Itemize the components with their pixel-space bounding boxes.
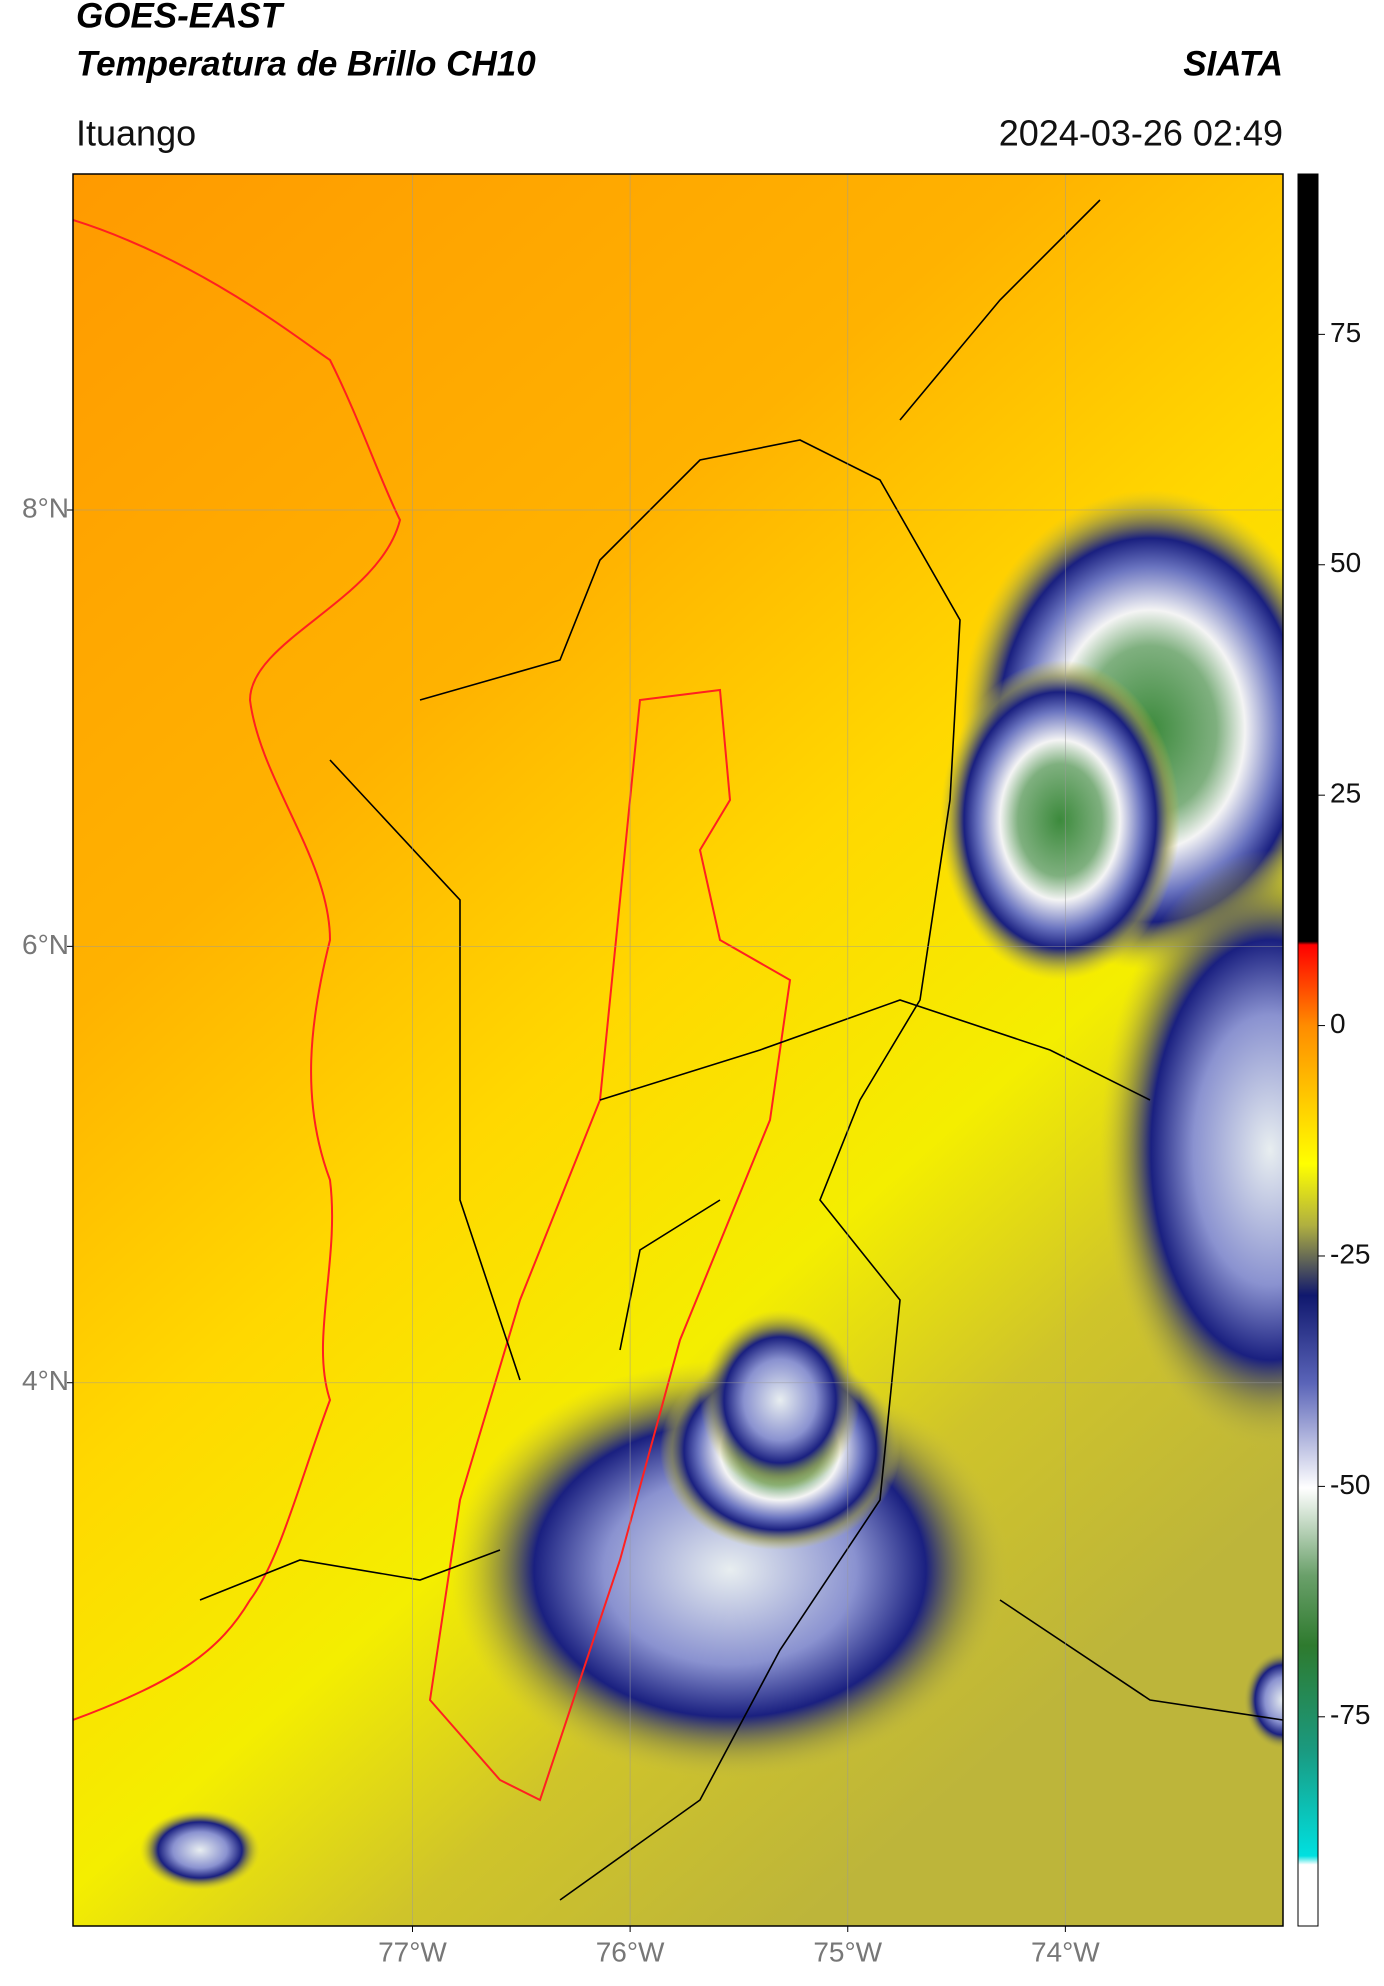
datetime: 2024-03-26 02:49: [999, 113, 1283, 154]
location: Ituango: [76, 113, 196, 154]
product: Temperatura de Brillo CH10: [76, 44, 536, 83]
colorbar-tick-label: -75: [1330, 1699, 1370, 1730]
lat-tick-label: 6°N: [22, 929, 69, 960]
institution: SIATA: [1183, 44, 1283, 83]
lat-tick-label: 8°N: [22, 492, 69, 523]
lon-tick-label: 76°W: [596, 1936, 665, 1967]
colorbar-tick-label: 25: [1330, 778, 1361, 809]
colorbar-tick-label: 75: [1330, 317, 1361, 348]
lat-tick-label: 4°N: [22, 1365, 69, 1396]
colorbar-tick-label: 50: [1330, 547, 1361, 578]
map-image: [73, 174, 1283, 1926]
map-frame: [72, 173, 1284, 1927]
colorbar-tick-label: -50: [1330, 1469, 1370, 1500]
lon-tick-label: 74°W: [1031, 1936, 1100, 1967]
satellite: GOES-EAST: [76, 0, 285, 35]
colorbar-tick-label: -25: [1330, 1238, 1370, 1269]
lon-tick-label: 77°W: [378, 1936, 447, 1967]
colorbar: [1297, 173, 1319, 1927]
lon-tick-label: 75°W: [813, 1936, 882, 1967]
colorbar-tick-label: 0: [1330, 1008, 1346, 1039]
